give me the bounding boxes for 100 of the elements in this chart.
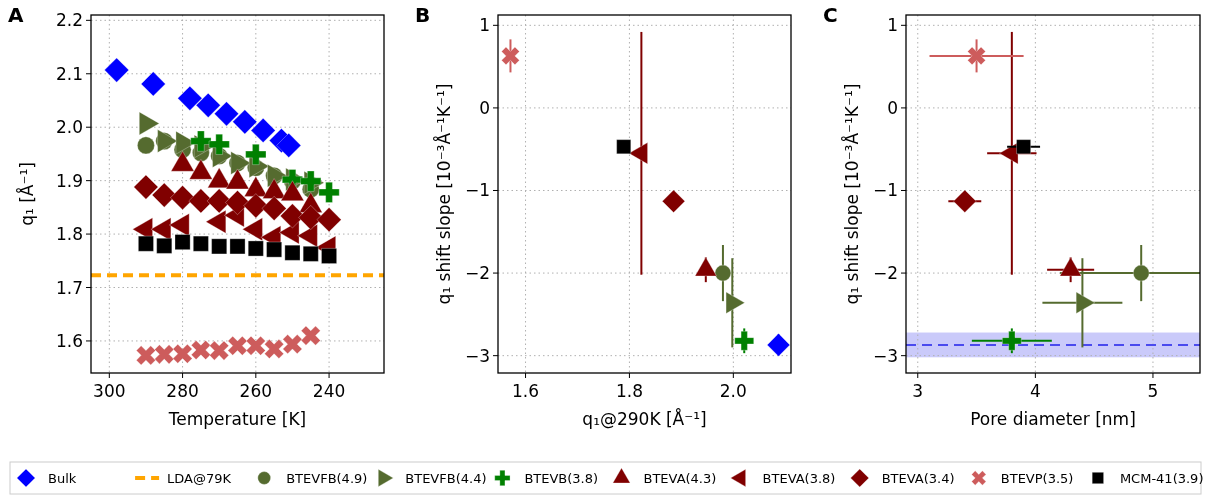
x-tick-label: 5 bbox=[1147, 381, 1159, 401]
y-tick-label: 2.0 bbox=[55, 117, 83, 138]
point bbox=[209, 340, 230, 361]
y-tick-label: 0 bbox=[479, 97, 490, 118]
chart-title: C bbox=[823, 3, 838, 27]
point bbox=[264, 339, 284, 359]
y-tick-label: 0 bbox=[887, 97, 898, 118]
x-tick-label: 240 bbox=[312, 381, 346, 401]
point bbox=[243, 193, 269, 219]
y-tick-label: 1.6 bbox=[55, 330, 83, 351]
legend-label: BTEVA(4.3) bbox=[643, 471, 717, 486]
point bbox=[302, 246, 319, 262]
legend-label: MCM-41(3.9) bbox=[1119, 471, 1204, 486]
legend-label: LDA@79K bbox=[167, 471, 232, 486]
point bbox=[321, 248, 337, 264]
point bbox=[214, 101, 239, 127]
point bbox=[151, 182, 177, 208]
legend-label: BTEVB(3.8) bbox=[524, 471, 599, 486]
x-tick-label: 1.8 bbox=[615, 381, 643, 401]
point bbox=[1132, 264, 1150, 282]
point bbox=[154, 344, 175, 365]
point bbox=[104, 57, 130, 83]
y-tick-label: 1.9 bbox=[55, 170, 83, 191]
point bbox=[211, 238, 228, 255]
point bbox=[245, 144, 267, 165]
point bbox=[174, 234, 191, 250]
point bbox=[318, 181, 340, 203]
y-tick-label: 2.2 bbox=[55, 10, 83, 31]
point bbox=[206, 188, 232, 214]
point bbox=[250, 118, 276, 143]
point bbox=[616, 139, 632, 155]
point bbox=[662, 189, 686, 213]
point bbox=[140, 71, 166, 97]
point bbox=[1016, 139, 1031, 155]
point bbox=[227, 335, 248, 356]
point bbox=[133, 174, 159, 200]
legend-label: BTEVP(3.5) bbox=[1000, 471, 1074, 486]
chart-title: A bbox=[8, 3, 24, 27]
point bbox=[208, 133, 230, 155]
point bbox=[177, 85, 203, 111]
point bbox=[170, 185, 195, 211]
point bbox=[276, 132, 302, 158]
legend-label: Bulk bbox=[48, 471, 77, 486]
y-tick-label: −2 bbox=[872, 263, 898, 284]
point bbox=[191, 340, 211, 360]
x-tick-label: 1.6 bbox=[512, 381, 540, 401]
y-tick-label: −2 bbox=[464, 263, 490, 284]
x-tick-label: 4 bbox=[1029, 381, 1041, 401]
point bbox=[316, 207, 342, 233]
y-tick-label: −1 bbox=[464, 180, 490, 201]
point bbox=[967, 46, 986, 66]
y-tick-label: −3 bbox=[872, 345, 898, 366]
y-tick-label: −3 bbox=[464, 345, 490, 366]
point bbox=[1002, 331, 1022, 351]
point bbox=[282, 334, 303, 354]
point bbox=[501, 46, 520, 66]
chart-title: B bbox=[415, 3, 431, 27]
y-tick-label: −1 bbox=[872, 180, 898, 201]
point bbox=[953, 189, 977, 213]
x-tick-label: 3 bbox=[912, 381, 924, 401]
x-tick-label: 280 bbox=[166, 381, 199, 401]
point bbox=[225, 190, 250, 215]
y-tick-label: 1 bbox=[479, 15, 490, 36]
point bbox=[229, 238, 246, 255]
x-axis-title: q₁@290K [Å⁻¹] bbox=[582, 408, 707, 429]
point bbox=[266, 241, 282, 258]
point bbox=[280, 203, 305, 229]
point bbox=[247, 240, 264, 257]
y-tick-label: 1.8 bbox=[55, 224, 83, 245]
y-axis-title: q₁ [Å⁻¹] bbox=[16, 162, 37, 226]
point bbox=[193, 235, 209, 252]
point bbox=[714, 264, 732, 282]
point bbox=[284, 244, 301, 261]
point bbox=[195, 92, 221, 118]
point bbox=[136, 345, 156, 366]
legend-label: BTEVFB(4.9) bbox=[286, 471, 368, 486]
point bbox=[300, 325, 321, 346]
x-tick-label: 260 bbox=[239, 381, 273, 401]
point bbox=[137, 136, 155, 155]
x-tick-label: 300 bbox=[93, 381, 126, 401]
x-tick-label: 2.0 bbox=[719, 381, 747, 401]
y-tick-label: 2.1 bbox=[55, 63, 83, 84]
point bbox=[138, 235, 154, 252]
point bbox=[298, 205, 324, 230]
legend-label: BTEVA(3.8) bbox=[762, 471, 836, 486]
y-tick-label: 1 bbox=[887, 15, 898, 36]
y-axis-title: q₁ shift slope [10⁻³Å⁻¹K⁻¹] bbox=[841, 83, 862, 305]
point bbox=[190, 130, 212, 152]
legend-label: BTEVA(3.4) bbox=[881, 471, 955, 486]
point bbox=[172, 343, 193, 364]
x-axis-title: Temperature [K] bbox=[167, 409, 307, 429]
y-axis-title: q₁ shift slope [10⁻³Å⁻¹K⁻¹] bbox=[433, 83, 454, 305]
x-axis-title: Pore diameter [nm] bbox=[970, 409, 1136, 429]
point bbox=[261, 196, 287, 221]
point bbox=[734, 331, 754, 351]
point bbox=[156, 238, 173, 254]
y-tick-label: 1.7 bbox=[55, 277, 83, 298]
point bbox=[232, 109, 258, 135]
legend-label: BTEVFB(4.4) bbox=[405, 471, 487, 486]
point bbox=[766, 333, 791, 357]
